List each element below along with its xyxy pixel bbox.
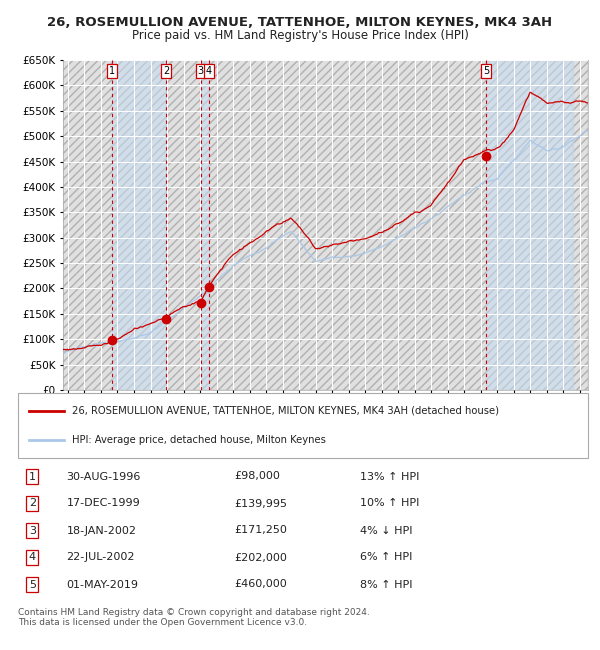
- Text: 13% ↑ HPI: 13% ↑ HPI: [360, 471, 419, 482]
- Text: 18-JAN-2002: 18-JAN-2002: [67, 525, 136, 536]
- Text: 3: 3: [29, 525, 36, 536]
- Text: £460,000: £460,000: [235, 580, 287, 590]
- FancyBboxPatch shape: [18, 393, 588, 458]
- Text: 3: 3: [198, 66, 204, 76]
- Text: 1: 1: [29, 471, 36, 482]
- Text: £98,000: £98,000: [235, 471, 280, 482]
- Text: £139,995: £139,995: [235, 499, 287, 508]
- Text: 6% ↑ HPI: 6% ↑ HPI: [360, 552, 412, 562]
- Bar: [112, 60, 166, 390]
- Text: 4% ↓ HPI: 4% ↓ HPI: [360, 525, 413, 536]
- Text: 1: 1: [109, 66, 115, 76]
- Text: 17-DEC-1999: 17-DEC-1999: [67, 499, 140, 508]
- Text: Price paid vs. HM Land Registry's House Price Index (HPI): Price paid vs. HM Land Registry's House …: [131, 29, 469, 42]
- Text: 10% ↑ HPI: 10% ↑ HPI: [360, 499, 419, 508]
- Text: 26, ROSEMULLION AVENUE, TATTENHOE, MILTON KEYNES, MK4 3AH: 26, ROSEMULLION AVENUE, TATTENHOE, MILTO…: [47, 16, 553, 29]
- Text: 26, ROSEMULLION AVENUE, TATTENHOE, MILTON KEYNES, MK4 3AH (detached house): 26, ROSEMULLION AVENUE, TATTENHOE, MILTO…: [72, 406, 499, 415]
- Text: 2: 2: [29, 499, 36, 508]
- Text: Contains HM Land Registry data © Crown copyright and database right 2024.
This d: Contains HM Land Registry data © Crown c…: [18, 608, 370, 627]
- Text: HPI: Average price, detached house, Milton Keynes: HPI: Average price, detached house, Milt…: [72, 436, 326, 445]
- Text: 01-MAY-2019: 01-MAY-2019: [67, 580, 139, 590]
- Text: 8% ↑ HPI: 8% ↑ HPI: [360, 580, 413, 590]
- Text: 22-JUL-2002: 22-JUL-2002: [67, 552, 135, 562]
- Bar: [201, 60, 209, 390]
- Text: 30-AUG-1996: 30-AUG-1996: [67, 471, 141, 482]
- Bar: [486, 60, 573, 390]
- Text: 5: 5: [29, 580, 36, 590]
- Text: 4: 4: [29, 552, 36, 562]
- Text: 4: 4: [206, 66, 212, 76]
- Text: 2: 2: [163, 66, 169, 76]
- Bar: [573, 60, 588, 390]
- Text: £171,250: £171,250: [235, 525, 287, 536]
- Text: 5: 5: [483, 66, 489, 76]
- Text: £202,000: £202,000: [235, 552, 287, 562]
